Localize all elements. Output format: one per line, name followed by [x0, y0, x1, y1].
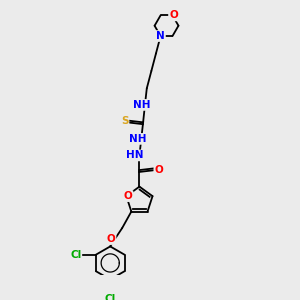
Text: O: O: [169, 11, 178, 20]
Text: Cl: Cl: [105, 294, 116, 300]
Text: O: O: [107, 234, 116, 244]
Text: O: O: [124, 191, 133, 201]
Text: NH: NH: [133, 100, 150, 110]
Text: HN: HN: [126, 150, 144, 161]
Text: O: O: [154, 165, 163, 175]
Text: NH: NH: [129, 134, 146, 144]
Text: N: N: [156, 31, 165, 41]
Text: Cl: Cl: [70, 250, 81, 260]
Text: S: S: [121, 116, 128, 125]
